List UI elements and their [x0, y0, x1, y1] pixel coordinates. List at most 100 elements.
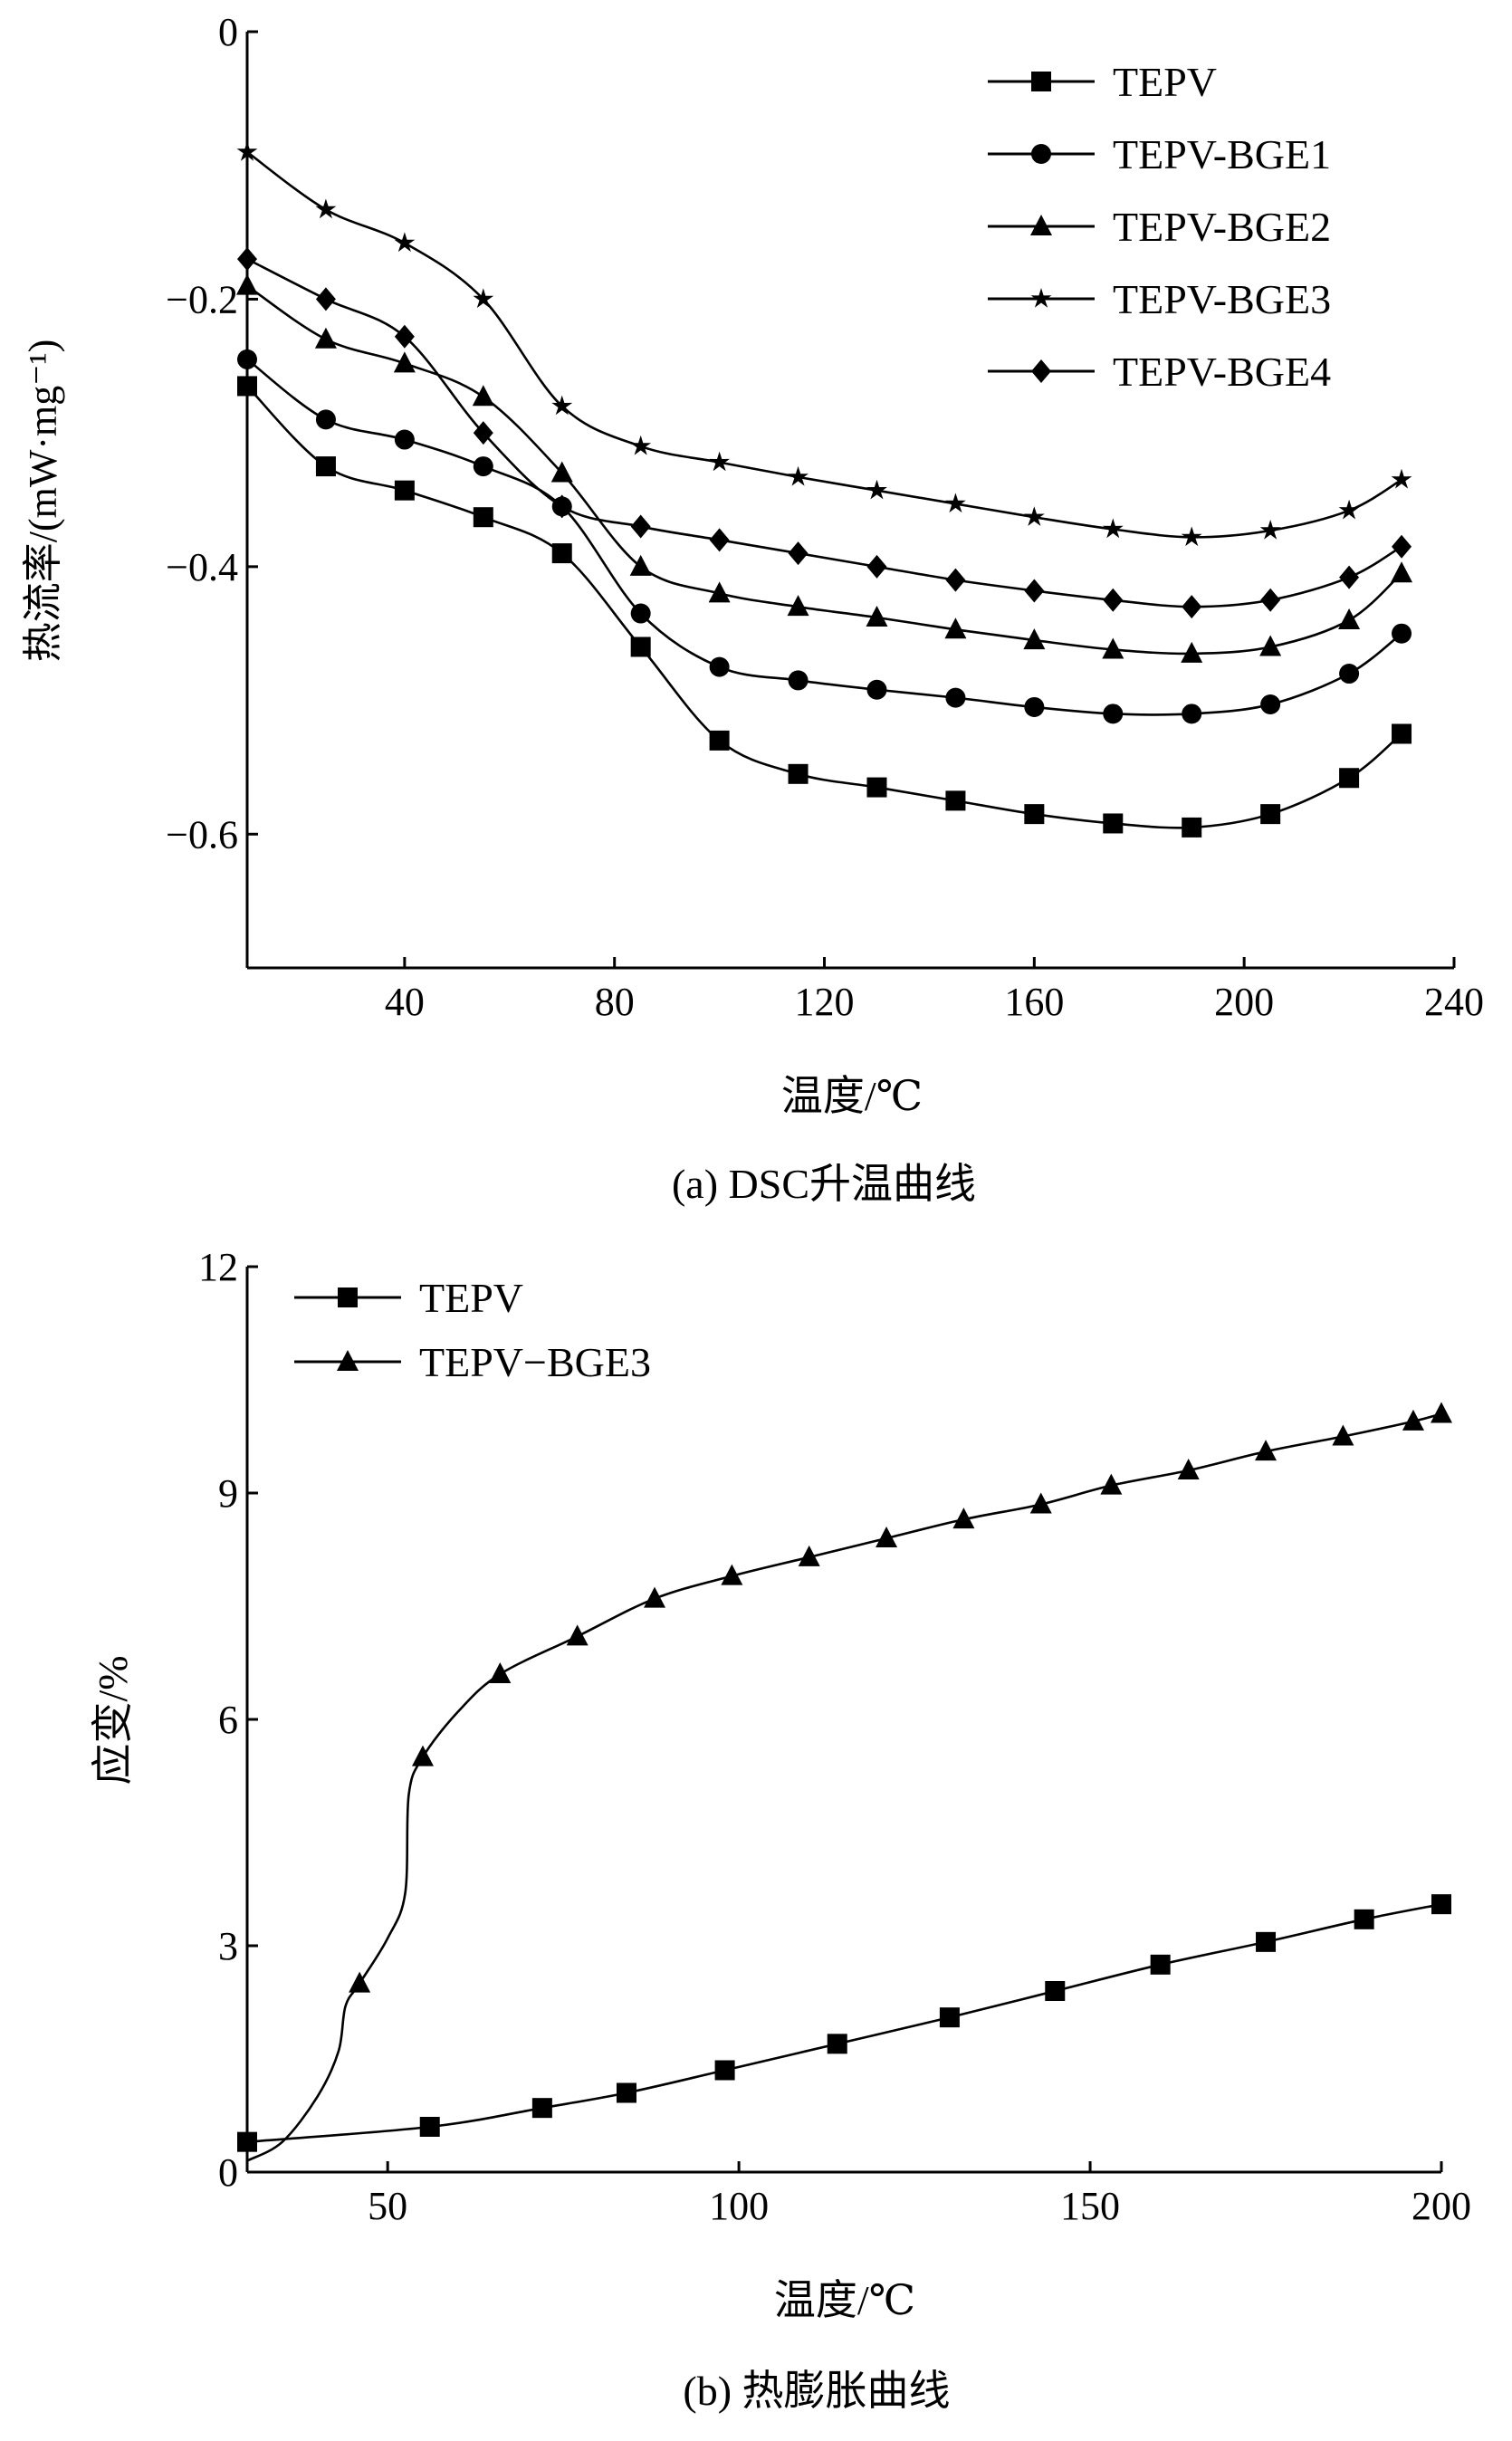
dsc-data-point-square — [551, 543, 572, 564]
dsc-data-point-circle — [1182, 704, 1202, 724]
dsc-data-point-diamond — [630, 514, 651, 539]
expansion-data-point-triangle — [798, 1545, 820, 1566]
dsc-y-tick-label: −0.6 — [166, 812, 238, 857]
dsc-x-axis-label: 温度/℃ — [781, 1073, 923, 1119]
dsc-data-point-triangle — [1181, 641, 1203, 663]
dsc-series-line — [246, 385, 1402, 829]
expansion-x-tick-label: 150 — [1060, 2184, 1120, 2228]
dsc-data-point-diamond — [551, 494, 572, 519]
dsc-data-point-diamond — [315, 287, 336, 311]
dsc-x-tick-label: 40 — [385, 980, 425, 1024]
dsc-data-point-star — [788, 465, 809, 486]
dsc-data-point-star — [551, 395, 573, 416]
expansion-data-point-square — [1354, 1909, 1374, 1929]
thermal-expansion-chart: 应变/% 温度/℃ (b) 热膨胀曲线 50 100 150 200 0 3 6 9 12 TEP… — [90, 1245, 1471, 2414]
dsc-data-point-circle — [473, 456, 493, 477]
dsc-data-point-star — [866, 479, 887, 500]
dsc-data-point-triangle — [1391, 561, 1413, 583]
dsc-series-tepv — [237, 376, 1412, 838]
dsc-data-point-diamond — [1392, 534, 1412, 559]
dsc-data-point-square — [315, 456, 336, 477]
dsc-data-point-square — [237, 376, 257, 397]
dsc-data-point-circle — [709, 656, 730, 677]
dsc-data-point-diamond — [866, 554, 887, 579]
dsc-data-point-star — [945, 493, 966, 513]
dsc-data-point-diamond — [394, 324, 415, 349]
dsc-x-tick-label: 200 — [1214, 980, 1274, 1024]
dsc-legend-entry: TEPV-BGE1 — [988, 131, 1331, 177]
expansion-data-point-triangle — [952, 1508, 975, 1529]
dsc-data-point-triangle — [472, 385, 494, 407]
dsc-series-tepv-bge1 — [237, 349, 1412, 724]
dsc-data-point-square — [1392, 723, 1412, 744]
dsc-legend-entry: TEPV-BGE2 — [988, 204, 1331, 250]
dsc-y-axis-label: 热流率/(mW·mg⁻¹) — [21, 340, 65, 663]
dsc-data-point-diamond — [237, 247, 257, 272]
dsc-legend-entry: TEPV — [988, 59, 1217, 105]
expansion-data-point-square — [939, 2007, 960, 2028]
dsc-legend-marker-square — [1031, 72, 1051, 91]
expansion-y-tick-label: 12 — [198, 1245, 238, 1289]
expansion-legend-label: TEPV−BGE3 — [419, 1339, 651, 1385]
dsc-data-point-star — [1023, 506, 1045, 526]
dsc-series-line — [246, 358, 1402, 716]
dsc-data-point-circle — [315, 409, 336, 430]
dsc-legend-label: TEPV-BGE4 — [1113, 349, 1331, 395]
dsc-data-point-star — [1338, 499, 1360, 520]
expansion-data-point-triangle — [1332, 1424, 1354, 1446]
dsc-data-point-triangle — [629, 554, 652, 576]
dsc-data-point-diamond — [473, 421, 493, 445]
dsc-data-point-circle — [788, 670, 809, 691]
expansion-data-point-square — [827, 2034, 847, 2054]
dsc-data-point-triangle — [708, 581, 731, 603]
dsc-series-tepv-bge2 — [236, 273, 1413, 663]
expansion-x-tick-label: 200 — [1412, 2184, 1471, 2228]
dsc-x-tick-label: 160 — [1004, 980, 1064, 1024]
dsc-data-point-star — [1259, 520, 1281, 540]
dsc-series-tepv-bge4 — [237, 247, 1412, 619]
expansion-data-point-triangle — [1255, 1440, 1278, 1461]
dsc-series-line — [246, 284, 1402, 656]
expansion-data-point-square — [714, 2060, 735, 2081]
dsc-data-point-star — [1181, 526, 1202, 547]
dsc-data-point-triangle — [550, 461, 573, 483]
dsc-data-point-triangle — [1338, 608, 1361, 629]
dsc-data-point-diamond — [1260, 588, 1281, 612]
expansion-data-point-square — [1431, 1894, 1451, 1915]
dsc-data-point-star — [1102, 518, 1124, 539]
dsc-data-point-star — [394, 232, 416, 253]
expansion-data-point-triangle — [644, 1586, 666, 1608]
dsc-data-point-diamond — [1103, 588, 1124, 612]
dsc-legend-label: TEPV — [1113, 59, 1217, 105]
dsc-data-point-circle — [1024, 696, 1045, 717]
expansion-data-point-square — [237, 2131, 257, 2152]
dsc-data-point-diamond — [709, 528, 730, 552]
dsc-data-point-circle — [1260, 694, 1281, 715]
dsc-data-point-square — [788, 763, 809, 784]
dsc-data-point-square — [630, 637, 651, 657]
dsc-data-point-circle — [866, 679, 887, 700]
dsc-data-point-triangle — [393, 351, 416, 373]
dsc-x-tick-label: 120 — [795, 980, 855, 1024]
expansion-data-point-triangle — [1402, 1409, 1424, 1431]
dsc-series-tepv-bge3 — [236, 140, 1412, 547]
dsc-data-point-square — [1024, 804, 1045, 825]
dsc-data-point-square — [1182, 817, 1202, 838]
expansion-y-axis-label: 应变/% — [90, 1655, 136, 1785]
dsc-data-point-circle — [237, 349, 257, 369]
expansion-legend-label: TEPV — [419, 1275, 523, 1321]
dsc-data-point-triangle — [1023, 628, 1046, 650]
dsc-data-point-square — [1339, 768, 1360, 789]
dsc-data-point-diamond — [1339, 565, 1360, 589]
expansion-data-point-square — [1150, 1954, 1171, 1975]
dsc-legend-entry: TEPV-BGE3 — [988, 276, 1331, 322]
dsc-data-point-square — [709, 730, 730, 751]
dsc-series-line — [246, 150, 1402, 539]
expansion-data-point-square — [616, 2082, 636, 2103]
dsc-data-point-square — [1103, 813, 1124, 834]
expansion-data-point-triangle — [349, 1971, 371, 1993]
dsc-data-point-diamond — [945, 568, 966, 592]
dsc-chart: 热流率/(mW·mg⁻¹) 温度/℃ (a) DSC升温曲线 40 80 120 16… — [21, 10, 1484, 1207]
dsc-series-line — [246, 257, 1402, 608]
dsc-data-point-square — [1260, 804, 1281, 825]
